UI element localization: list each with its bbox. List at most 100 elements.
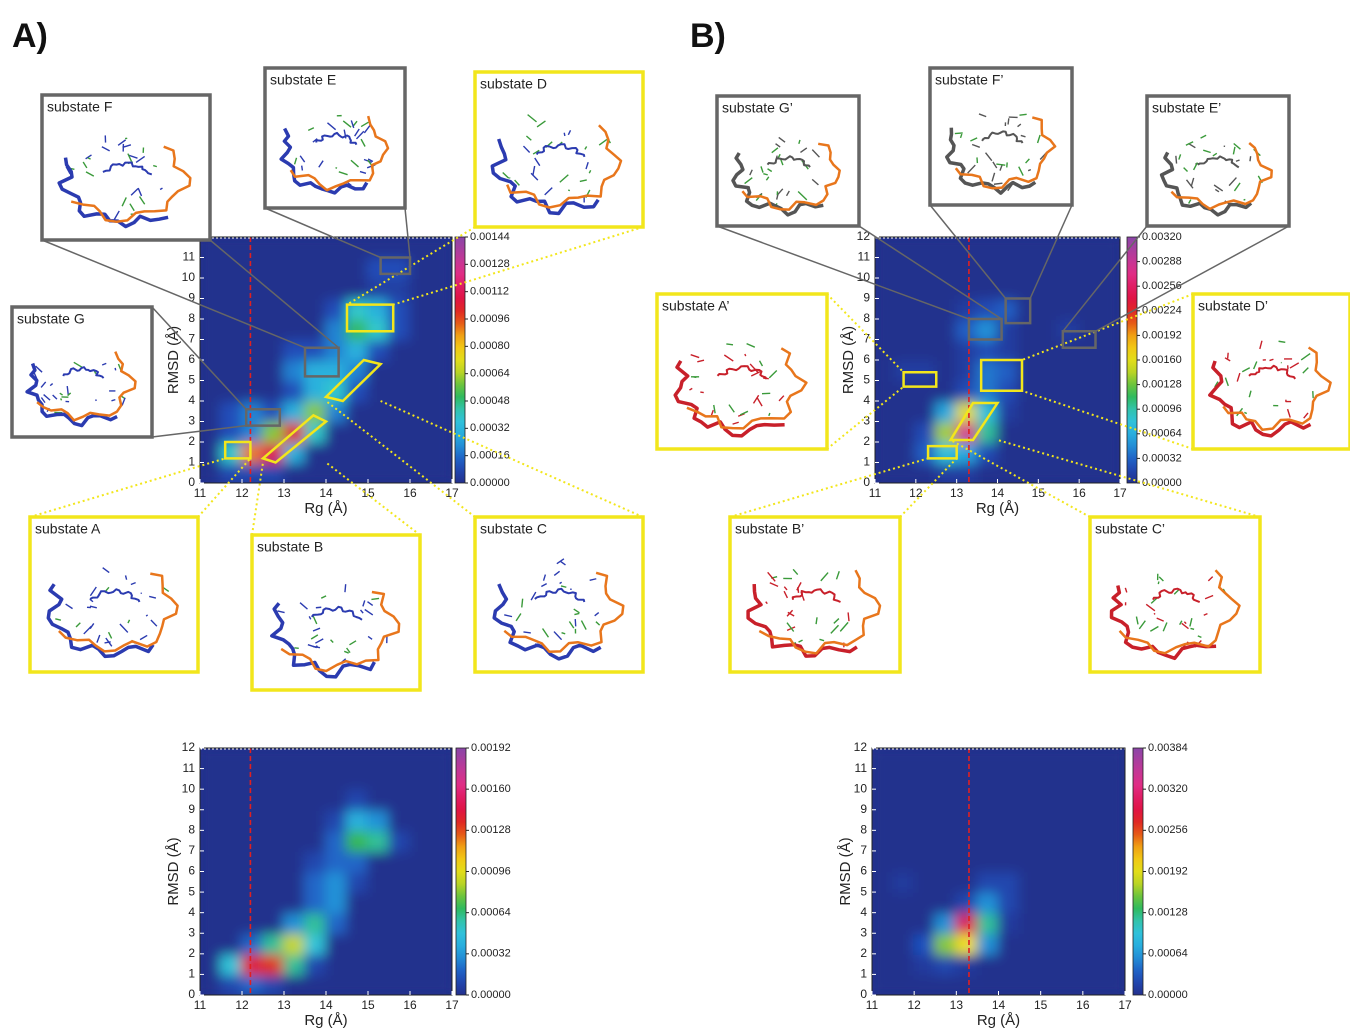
y-tick-label: 3 <box>863 414 870 428</box>
heatmap-cell <box>430 379 452 402</box>
heatmap-cell <box>955 829 979 852</box>
heatmap-cell <box>1060 952 1084 976</box>
heatmap-cell <box>262 420 285 443</box>
inset-frame <box>928 66 1074 207</box>
heatmap-cell <box>430 973 452 995</box>
colorbar-tick-label: 0.00320 <box>1142 231 1182 243</box>
heatmap-cell <box>200 237 222 259</box>
heatmap-cell <box>1098 359 1120 382</box>
heatmap-cell <box>325 973 348 995</box>
heatmap-cell <box>1039 788 1063 811</box>
panel-label: A) <box>12 17 48 55</box>
heatmap-cell <box>430 237 452 259</box>
heatmap-cell <box>875 338 897 361</box>
colorbar <box>455 747 467 996</box>
heatmap-cell <box>367 379 390 402</box>
heatmap-cell <box>1016 441 1040 464</box>
heatmap-cell <box>430 932 452 955</box>
inset-label: substate G <box>17 311 85 327</box>
heatmap-cell <box>304 441 327 464</box>
heatmap-cell <box>367 767 390 791</box>
heatmap-cell <box>200 891 222 914</box>
heatmap-cell <box>976 973 1000 995</box>
heatmap-cell <box>325 441 348 464</box>
heatmap-cell <box>409 973 432 995</box>
heatmap-cell <box>976 808 1000 832</box>
heatmap-cell <box>430 297 452 320</box>
heatmap-cell <box>241 277 264 300</box>
colorbar <box>454 236 466 484</box>
heatmap-cell <box>934 973 958 995</box>
heatmap-cell <box>976 256 999 279</box>
heatmap-cell <box>304 379 327 402</box>
heatmap-cell <box>913 952 937 976</box>
heatmap-cell <box>388 952 411 976</box>
colorbar-tick-label: 0.00064 <box>471 907 511 919</box>
heatmap-cell <box>430 256 452 279</box>
heatmap-cell <box>325 891 348 914</box>
substate-region <box>244 407 282 427</box>
heatmap-cell <box>1018 870 1042 894</box>
heatmap-cell <box>934 748 958 770</box>
heatmap-cell <box>955 952 979 976</box>
colorbar-tick-label: 0.00160 <box>471 783 511 795</box>
heatmap-cell <box>872 808 895 832</box>
heatmap-cell <box>241 849 264 873</box>
heatmap-cell <box>997 788 1021 811</box>
y-tick-label: 5 <box>863 373 870 387</box>
heatmap-cell <box>913 748 937 770</box>
heatmap-cell <box>894 379 917 402</box>
heatmap-cell <box>872 870 895 894</box>
y-tick-label: 4 <box>863 393 870 407</box>
colorbar-tick-label: 0.00032 <box>471 948 511 960</box>
heatmap-cell <box>325 911 348 935</box>
heatmap-cell <box>935 461 958 483</box>
heatmap-cell <box>367 849 390 873</box>
heatmap-cell <box>430 829 452 852</box>
heatmap-cell <box>955 277 979 300</box>
heatmap-cell <box>346 461 369 483</box>
heatmap-cell <box>1081 973 1105 995</box>
heatmap-cell <box>955 911 979 935</box>
colorbar-tick-label: 0.00016 <box>470 450 510 462</box>
heatmap-cell <box>283 400 306 423</box>
heatmap-cell <box>241 911 264 935</box>
heatmap-cell <box>241 297 264 320</box>
heatmap-cell <box>430 849 452 873</box>
heatmap-cell <box>1078 297 1101 320</box>
heatmap-cell <box>935 277 958 300</box>
heatmap-cell <box>1037 318 1060 341</box>
heatmap-cell <box>262 441 285 464</box>
colorbar-tick-label: 0.00096 <box>1142 403 1182 415</box>
heatmap-cell <box>220 891 243 914</box>
heatmap-cell <box>304 849 327 873</box>
heatmap-cell <box>1081 849 1105 873</box>
heatmap-cell <box>200 338 222 361</box>
y-axis-label: RMSD (Å) <box>840 326 857 394</box>
heatmap-cell <box>283 788 306 811</box>
connector-line <box>1095 225 1290 332</box>
heatmap-cell <box>241 952 264 976</box>
heatmap-cell <box>1039 952 1063 976</box>
heatmap-cell <box>409 849 432 873</box>
heatmap-cell <box>935 338 958 361</box>
inset-frame <box>715 94 861 228</box>
connector-line <box>325 400 476 518</box>
heatmap-cell <box>1060 911 1084 935</box>
heatmap-cell <box>367 891 390 914</box>
heatmap-cell <box>935 359 958 382</box>
heatmap-cell <box>430 359 452 382</box>
substate-inset: substate C’ <box>1088 515 1262 674</box>
heatmap-cell <box>1039 870 1063 894</box>
heatmap-cell <box>325 256 348 279</box>
heatmap-cell <box>976 237 999 259</box>
heatmap-cell <box>1102 808 1125 832</box>
heatmap-cell <box>1018 849 1042 873</box>
heatmap-cell <box>430 952 452 976</box>
heatmap-cell <box>304 338 327 361</box>
heatmap-cell <box>241 891 264 914</box>
heatmap-cell <box>1081 932 1105 955</box>
heatmap-cell <box>914 359 938 382</box>
heatmap-cell <box>346 788 369 811</box>
heatmap-cell <box>346 379 369 402</box>
